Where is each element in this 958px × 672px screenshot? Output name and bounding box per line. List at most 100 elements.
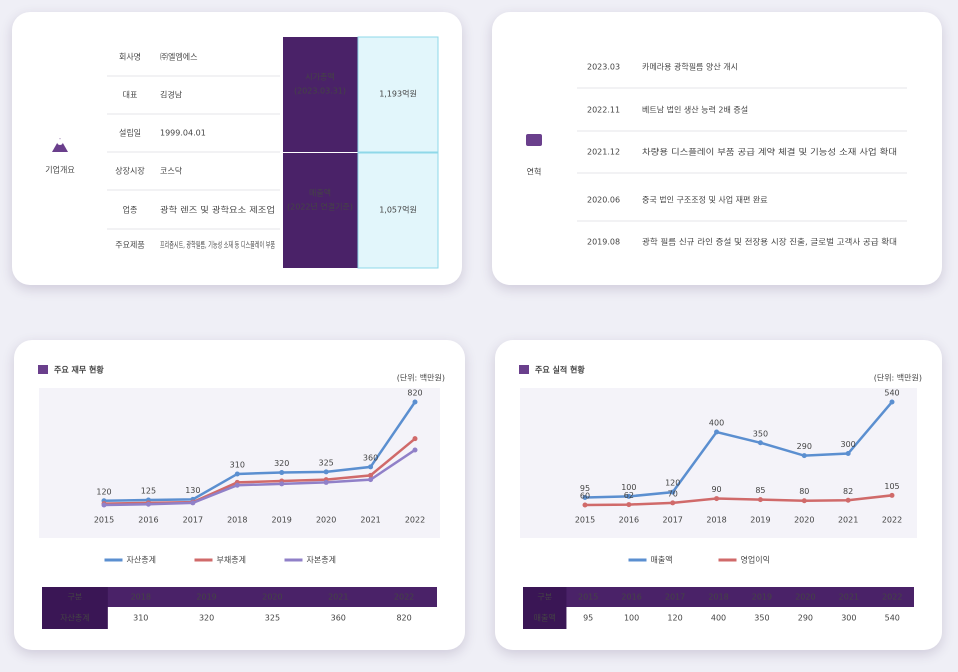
point [145,501,151,507]
point [845,497,851,503]
highlight-label: 매출액 [309,188,331,198]
point [368,464,374,470]
highlight-note: (2022년 연결기준) [287,202,353,212]
row-label: 업종 [123,206,138,215]
row-label: 상장시장 [115,166,145,176]
card-canvas: 연혁 2023.03 카메라용 광학필름 양산 개시 2022.11 베트남 법인 생산… [526,62,907,247]
legend-label: 매출액 [651,555,673,565]
table-header: 2018 [131,593,151,602]
x-tick-label: 2021 [838,516,858,525]
table-header: 2019 [196,593,216,602]
value-label: 100 [621,483,636,492]
history-card: 연혁 2023.03 카메라용 광학필름 양산 개시 2022.11 베트남 법인 생산… [492,12,942,285]
table-header: 2016 [621,593,641,602]
overview-title: 기업개요 [45,165,74,175]
highlight-label-box [283,37,358,152]
highlight-value: 1,057억원 [379,205,417,215]
value-label: 82 [843,487,853,496]
point [626,502,632,508]
highlight-value-box [357,36,439,153]
legend-label: 자본총계 [307,555,336,565]
point [234,482,240,488]
point [323,479,329,485]
history-date: 2019.08 [587,238,620,247]
value-label: 320 [274,459,289,468]
x-tick-label: 2019 [750,516,770,525]
chart-title-icon [38,365,48,374]
highlight-value: 1,193억원 [379,89,417,99]
x-tick-label: 2015 [575,516,595,525]
point [101,502,107,508]
table-header: 2020 [262,593,282,602]
table-cell: 820 [396,614,411,623]
overview-icon-head [57,139,63,145]
history-text: 카메라용 광학필름 양산 개시 [642,62,738,72]
history-text: 차량용 디스플레이 부품 공급 계약 체결 및 기능성 소재 사업 확대 [642,147,897,157]
series-line [584,401,893,499]
x-tick-label: 2018 [706,516,726,525]
table-header: 2017 [665,593,685,602]
series-line [103,448,416,507]
table-cell: 540 [885,614,900,623]
x-tick-label: 2022 [405,516,425,525]
highlight-label-box [283,153,358,268]
card-canvas: 주요 재무 현황 (단위: 백만원) 2015 2016 2017 2018 2019 202… [38,365,445,629]
chart-title: 주요 재무 현황 [54,365,104,375]
x-tick-label: 2016 [619,516,639,525]
point [757,497,763,503]
chart-title-icon [519,365,529,374]
overview-card: 기업개요 회사명 ㈜엘엠에스 대표 김경남 설립일 1999.04.01 상장시장 코스닥 업종 광… [12,12,462,285]
point [279,470,285,476]
value-label: 60 [580,492,590,501]
highlight-value-box [357,152,439,269]
point [670,489,676,495]
table-header: 2022 [882,593,902,602]
table-cell: 매출액 [534,613,556,623]
history-text: 광학 필름 신규 라인 증설 및 전장용 시장 진출, 글로벌 고객사 공급 확… [642,237,897,247]
value-label: 120 [665,479,680,488]
table-cell: 100 [624,614,639,623]
table-header: 구분 [68,593,83,602]
table-header-bg [523,587,914,607]
value-label: 80 [799,487,809,496]
table-header: 2021 [328,593,348,602]
value-label: 360 [363,453,378,462]
point [582,494,588,500]
table-cell: 350 [754,614,769,623]
table-header: 구분 [537,593,552,602]
table-cell: 360 [331,614,346,623]
chart-unit: (단위: 백만원) [397,373,445,383]
table-header: 2021 [839,593,859,602]
table-cell: 400 [711,614,726,623]
performance-card: 주요 실적 현황 (단위: 백만원) 2015 2016 2017 2018 2019 202… [495,340,942,650]
x-tick-label: 2016 [138,516,158,525]
value-label: 70 [668,489,678,498]
table-cell: 자산총계 [60,613,89,623]
point [626,493,632,499]
value-label: 120 [96,487,111,496]
point [190,500,196,506]
point [889,492,895,498]
row-label: 대표 [123,91,138,100]
x-tick-label: 2018 [227,516,247,525]
point [368,477,374,483]
highlight-note: (2023.03.31) [294,87,346,96]
value-label: 350 [753,429,768,438]
chart-unit: (단위: 백만원) [874,373,922,383]
legend-label: 자산총계 [127,555,156,565]
point [279,481,285,487]
point [412,447,418,453]
value-label: 125 [141,487,156,496]
row-value: ㈜엘엠에스 [160,52,197,62]
table-cell: 300 [841,614,856,623]
table-cell: 310 [133,614,148,623]
row-value: 코스닥 [160,166,183,176]
x-tick-label: 2017 [183,516,203,525]
row-value: 김경남 [160,90,183,100]
value-label: 130 [185,486,200,495]
table-cell: 95 [583,614,593,623]
table-first-col [523,587,567,629]
table-cell: 290 [798,614,813,623]
history-text: 베트남 법인 생산 능력 2배 증설 [642,105,748,115]
